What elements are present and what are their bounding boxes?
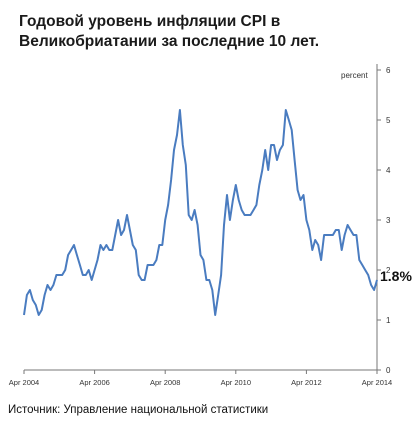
x-tick-label: Apr 2010 bbox=[221, 378, 251, 387]
y-tick-label: 4 bbox=[386, 166, 391, 175]
y-tick-label: 6 bbox=[386, 66, 391, 75]
y-axis-label: percent bbox=[341, 71, 368, 80]
y-tick-label: 0 bbox=[386, 366, 391, 375]
x-tick-label: Apr 2014 bbox=[362, 378, 392, 387]
chart-title: Годовой уровень инфляции CPI в Великобри… bbox=[19, 13, 320, 50]
y-tick-label: 5 bbox=[386, 116, 391, 125]
last-value-label: 1.8% bbox=[380, 268, 412, 284]
y-tick-label: 2 bbox=[386, 266, 391, 275]
chart-axes bbox=[24, 64, 378, 371]
x-tick-label: Apr 2008 bbox=[150, 378, 180, 387]
y-ticks: 0 1 2 3 4 5 6 bbox=[377, 66, 391, 375]
y-tick-label: 1 bbox=[386, 316, 391, 325]
y-tick-label: 3 bbox=[386, 216, 391, 225]
x-tick-label: Apr 2006 bbox=[79, 378, 109, 387]
x-ticks: Apr 2004 Apr 2006 Apr 2008 Apr 2010 Apr 2012… bbox=[9, 370, 392, 387]
x-tick-label: Apr 2012 bbox=[291, 378, 321, 387]
cpi-series-line bbox=[23, 109, 378, 316]
source-note: Источник: Управление национальной статис… bbox=[8, 404, 269, 416]
x-tick-label: Apr 2004 bbox=[9, 378, 39, 387]
